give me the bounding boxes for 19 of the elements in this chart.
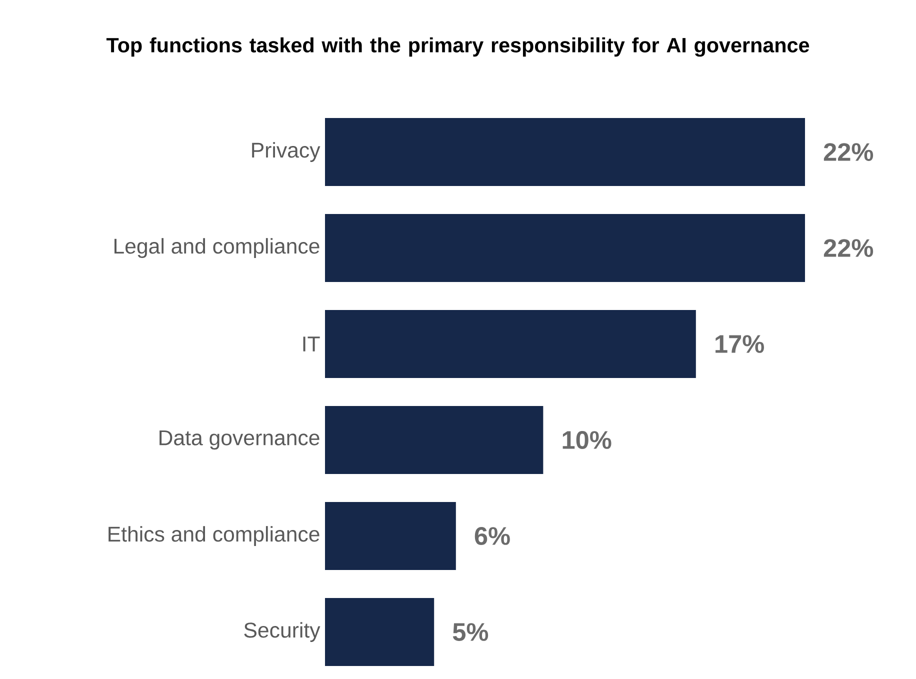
y-tick-label: Data governance <box>160 430 320 450</box>
bar <box>325 310 696 378</box>
data-label: 22% <box>824 239 874 257</box>
y-tick-label: Privacy <box>252 142 320 162</box>
data-label: 5% <box>452 623 488 641</box>
y-tick-label: Security <box>244 622 320 642</box>
bar <box>325 406 544 474</box>
chart-title: Top functions tasked with the primary responsibility for AI governance <box>106 37 810 57</box>
y-tick-label: Ethics and compliance <box>108 526 320 546</box>
data-label: 17% <box>716 335 764 353</box>
y-tick-label: IT <box>303 336 320 352</box>
bar <box>325 118 806 186</box>
data-label: 6% <box>474 527 510 545</box>
bar <box>325 214 806 282</box>
bar <box>325 502 456 570</box>
y-tick-label: Legal and compliance <box>114 238 320 258</box>
bar <box>325 598 434 666</box>
data-label: 22% <box>824 143 874 161</box>
data-label: 10% <box>562 431 612 449</box>
